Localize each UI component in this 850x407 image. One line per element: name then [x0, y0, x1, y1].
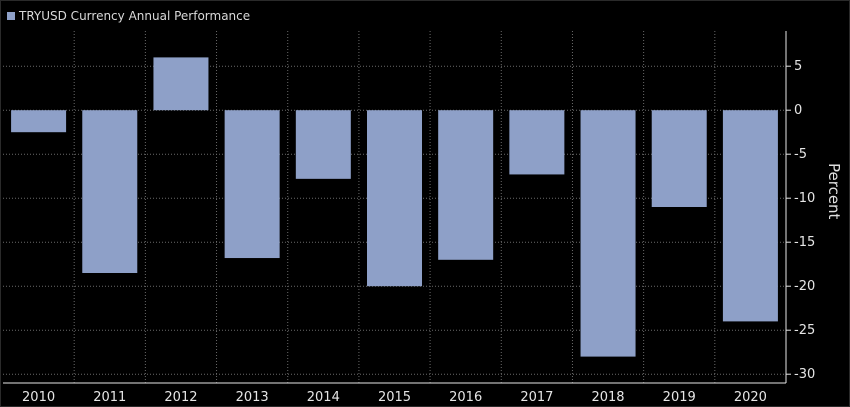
bar-2012	[153, 57, 209, 111]
bar-2010	[11, 110, 67, 133]
x-tick-label: 2010	[22, 390, 55, 405]
y-tick-label: -15	[794, 235, 815, 250]
y-tick-label: -25	[794, 323, 815, 338]
x-tick-label: 2019	[663, 390, 696, 405]
bar-2019	[651, 110, 707, 207]
legend-label: TRYUSD Currency Annual Performance	[19, 9, 251, 23]
x-tick-label: 2015	[378, 390, 411, 405]
bar-2020	[722, 110, 778, 322]
y-tick-label: -20	[794, 279, 815, 294]
x-axis-ticks: 2010 2011 2012 2013 2014 2015 2016 2017 2018 2019…	[3, 382, 786, 405]
y-tick-label: -10	[794, 191, 815, 206]
bar-2014	[295, 110, 351, 179]
bar-2013	[224, 110, 280, 259]
legend: TRYUSD Currency Annual Performance	[7, 9, 250, 23]
bar-2015	[367, 110, 422, 287]
x-tick-label: 2016	[449, 390, 482, 405]
x-tick-label: 2011	[93, 390, 126, 405]
x-tick-label: 2014	[307, 390, 340, 405]
x-tick-label: 2020	[734, 390, 767, 405]
y-axis-label: Percent	[825, 162, 843, 220]
bar-2016	[438, 110, 494, 260]
legend-swatch	[7, 12, 15, 20]
bar-2018	[580, 110, 636, 357]
x-tick-label: 2017	[520, 390, 553, 405]
y-tick-label: 0	[794, 103, 802, 118]
x-tick-label: 2012	[164, 390, 197, 405]
y-tick-label: 5	[794, 59, 802, 74]
bars	[11, 57, 778, 357]
y-axis-ticks: 5 0 -5 -10 -15 -20 -25 -30	[785, 31, 815, 383]
x-tick-label: 2018	[591, 390, 624, 405]
y-tick-label: -30	[794, 367, 815, 382]
bar-2011	[82, 110, 138, 273]
bar-2017	[509, 110, 565, 175]
y-tick-label: -5	[794, 147, 807, 162]
x-tick-label: 2013	[236, 390, 269, 405]
